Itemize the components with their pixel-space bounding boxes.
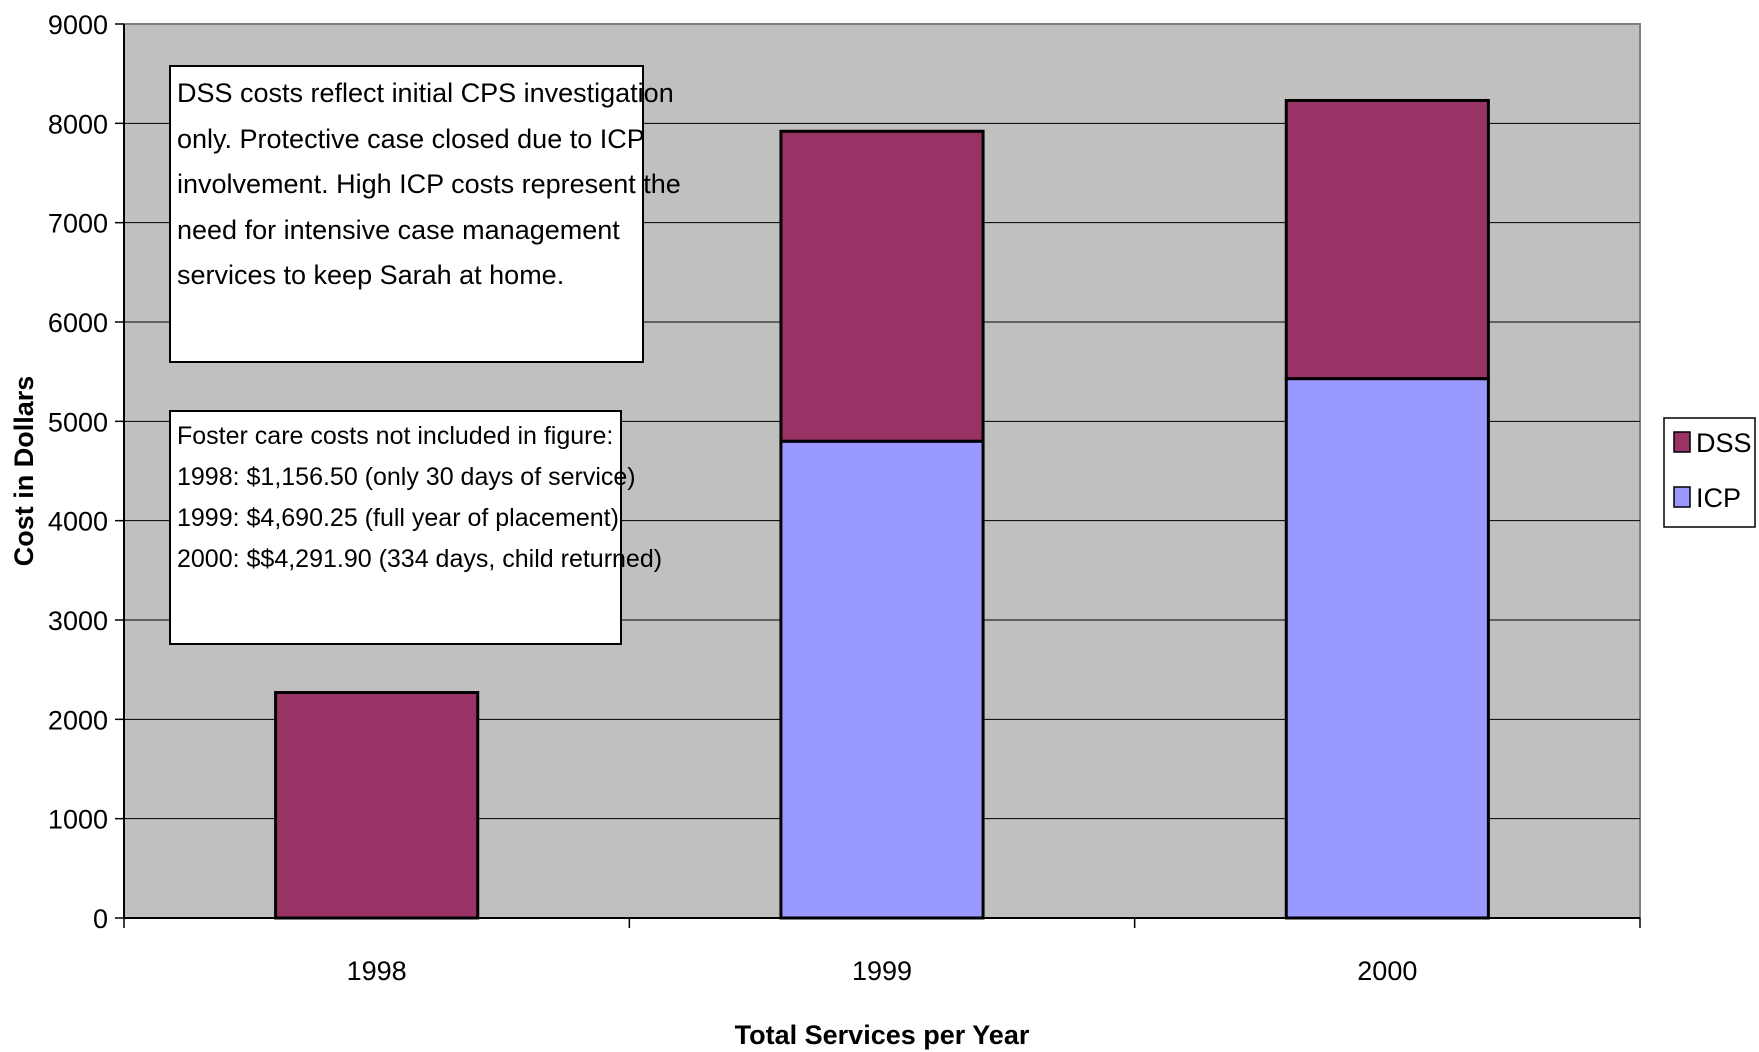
- y-tick-label: 8000: [48, 109, 108, 139]
- bar-dss-1999: [779, 129, 985, 443]
- y-tick-label: 9000: [48, 10, 108, 40]
- annotation-line: need for intensive case management: [177, 214, 620, 245]
- annotation-line: 1999: $4,690.25 (full year of placement): [177, 504, 619, 532]
- bars: [274, 98, 1490, 920]
- y-axis-title: Cost in Dollars: [9, 376, 39, 567]
- annotation-line: DSS costs reflect initial CPS investigat…: [177, 78, 674, 108]
- y-tick-label: 7000: [48, 209, 108, 239]
- y-tick-label: 4000: [48, 507, 108, 537]
- annotation-line: involvement. High ICP costs represent th…: [177, 169, 681, 199]
- legend-swatch-icp: [1673, 486, 1691, 508]
- x-tick-label: 2000: [1357, 956, 1417, 986]
- bar-dss-1998: [274, 691, 480, 920]
- x-tick-label: 1998: [347, 956, 407, 986]
- legend-label-dss: DSS: [1696, 428, 1752, 458]
- bar-icp-2000: [1284, 377, 1490, 920]
- legend-label-icp: ICP: [1696, 483, 1741, 513]
- legend: DSS ICP: [1663, 417, 1756, 528]
- x-tick-label: 1999: [852, 956, 912, 986]
- y-tick-label: 6000: [48, 308, 108, 338]
- y-tick-label: 3000: [48, 606, 108, 636]
- bar-dss-2000: [1284, 98, 1490, 381]
- annotation-box-foster-care: Foster care costs not included in figure…: [169, 410, 663, 645]
- x-axis-title: Total Services per Year: [735, 1020, 1030, 1050]
- y-tick-label: 5000: [48, 407, 108, 437]
- y-tick-label: 1000: [48, 805, 108, 835]
- annotation-line: services to keep Sarah at home.: [177, 260, 565, 290]
- y-tick-label: 0: [93, 904, 108, 934]
- annotation-line: 1998: $1,156.50 (only 30 days of service…: [177, 463, 636, 491]
- annotation-box-dss-note: DSS costs reflect initial CPS investigat…: [169, 65, 681, 363]
- annotation-line: 2000: $$4,291.90 (334 days, child return…: [177, 545, 663, 573]
- bar-icp-1999: [779, 439, 985, 920]
- annotation-line: only. Protective case closed due to ICP: [177, 123, 645, 154]
- legend-swatch-dss: [1673, 431, 1691, 453]
- axes: 0 1000 2000 3000 4000 5000 6000 7000 8000 9000 199…: [48, 10, 1641, 986]
- annotation-line: Foster care costs not included in figure…: [177, 422, 614, 450]
- y-tick-label: 2000: [48, 705, 108, 735]
